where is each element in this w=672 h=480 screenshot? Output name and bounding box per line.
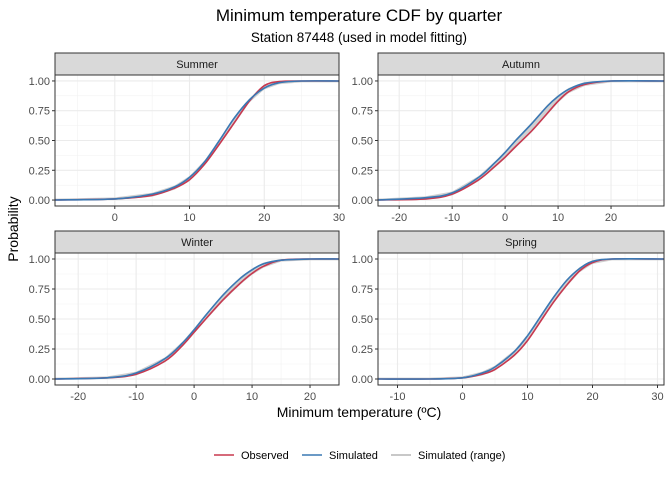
x-tick-label: 30: [651, 391, 663, 403]
legend-item-simulated: Simulated: [302, 450, 378, 462]
x-tick-label: 20: [304, 391, 316, 403]
x-tick-label: 30: [333, 212, 345, 224]
legend-label: Simulated: [329, 450, 378, 462]
y-tick-label: 0.00: [29, 195, 50, 207]
series-simulated-line: [55, 80, 339, 201]
x-tick-label: 0: [502, 212, 508, 224]
x-tick-label: 0: [112, 212, 118, 224]
x-axis-title: Minimum temperature (ºC): [277, 404, 442, 420]
series-simulated-line: [55, 258, 339, 380]
x-tick-label: 10: [246, 391, 258, 403]
strip-label: Autumn: [502, 59, 540, 71]
series-simulated-line: [378, 258, 664, 380]
series-observed-line: [55, 80, 339, 201]
y-tick-label: 1.00: [352, 254, 373, 266]
x-tick-label: -10: [444, 212, 460, 224]
y-tick-label: 0.75: [352, 106, 373, 118]
chart-title: Minimum temperature CDF by quarter: [216, 6, 503, 25]
x-tick-label: -20: [391, 212, 407, 224]
x-tick-label: -10: [390, 391, 406, 403]
legend-item-observed: Observed: [214, 450, 289, 462]
y-tick-label: 0.00: [29, 374, 50, 386]
y-tick-label: 0.00: [352, 374, 373, 386]
strip-label: Spring: [505, 237, 537, 249]
y-tick-label: 0.25: [352, 165, 373, 177]
facet-panels: Summer 0 10 20 30 0.00 0.25 0.50 0.75 1.00 Autumn -…: [29, 52, 665, 403]
strip-label: Winter: [181, 237, 213, 249]
y-tick-label: 1.00: [29, 76, 50, 88]
y-tick-label: 0.75: [29, 284, 50, 296]
x-tick-label: 20: [586, 391, 598, 403]
y-tick-label: 0.25: [352, 344, 373, 356]
panel-autumn: Autumn -20 -10 0 10 20 0.00 0.25 0.50 0.75 1.00: [352, 52, 665, 224]
y-tick-label: 0.50: [29, 136, 50, 148]
y-tick-label: 0.50: [29, 314, 50, 326]
x-tick-label: 10: [183, 212, 195, 224]
y-tick-label: 0.50: [352, 136, 373, 148]
y-tick-label: 0.50: [352, 314, 373, 326]
y-axis-title: Probability: [5, 196, 21, 261]
x-tick-label: 10: [552, 212, 564, 224]
x-tick-label: -20: [70, 391, 86, 403]
y-tick-label: 0.75: [29, 106, 50, 118]
y-tick-label: 0.25: [29, 344, 50, 356]
legend-label: Simulated (range): [418, 450, 505, 462]
y-tick-label: 0.25: [29, 165, 50, 177]
legend-label: Observed: [241, 450, 289, 462]
panel-summer: Summer 0 10 20 30 0.00 0.25 0.50 0.75 1.00: [29, 52, 345, 224]
x-tick-label: 0: [459, 391, 465, 403]
x-tick-label: 0: [191, 391, 197, 403]
y-tick-label: 1.00: [29, 254, 50, 266]
x-tick-label: 20: [605, 212, 617, 224]
series-observed-line: [378, 79, 664, 201]
strip-label: Summer: [176, 59, 218, 71]
x-tick-label: 20: [258, 212, 270, 224]
y-tick-label: 1.00: [352, 76, 373, 88]
y-tick-label: 0.75: [352, 284, 373, 296]
x-tick-label: -10: [128, 391, 144, 403]
x-tick-label: 10: [521, 391, 533, 403]
panel-spring: Spring -10 0 10 20 30 0.00 0.25 0.50 0.75 1.00: [352, 230, 665, 403]
series-simulated-line: [378, 80, 664, 201]
panel-winter: Winter -20 -10 0 10 20 0.00 0.25 0.50 0.75 1.00: [29, 230, 340, 403]
y-tick-label: 0.00: [352, 195, 373, 207]
legend: Observed Simulated Simulated (range): [214, 450, 505, 462]
legend-item-simulated-range: Simulated (range): [391, 450, 505, 462]
chart-subtitle: Station 87448 (used in model fitting): [251, 30, 467, 45]
